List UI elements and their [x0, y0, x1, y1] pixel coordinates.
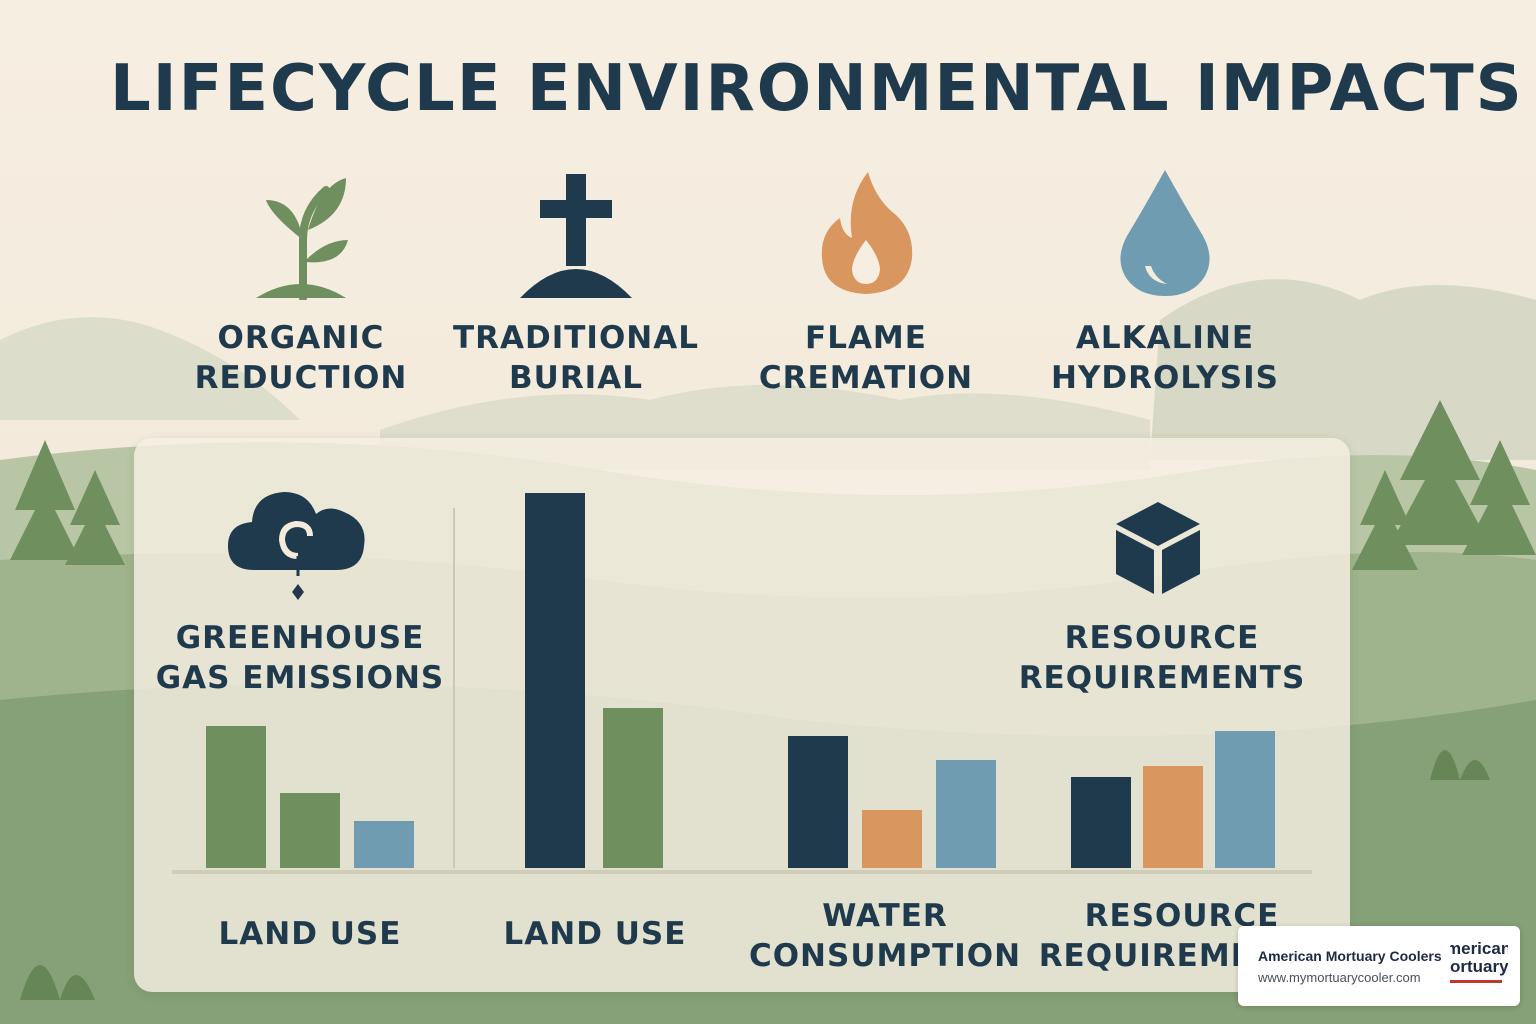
- method-organic-reduction: ORGANIC REDUCTION: [166, 170, 436, 400]
- cloud-emissions-icon: [228, 492, 365, 600]
- logo-line: ortuary: [1450, 957, 1508, 976]
- method-label: TRADITIONAL BURIAL: [441, 318, 711, 398]
- category-label: WATER CONSUMPTION: [735, 896, 1035, 976]
- watermark-badge: American Mortuary Coolers www.mymortuary…: [1238, 926, 1520, 1006]
- method-label-line: FLAME: [805, 320, 927, 356]
- flame-icon: [821, 172, 913, 294]
- method-label: FLAME CREMATION: [731, 318, 1001, 398]
- category-label-line: CONSUMPTION: [748, 938, 1022, 974]
- method-label-line: ALKALINE: [1075, 320, 1255, 356]
- method-traditional-burial: TRADITIONAL BURIAL: [441, 170, 711, 400]
- watermark-url: www.mymortuarycooler.com: [1258, 970, 1421, 985]
- method-label-line: TRADITIONAL: [453, 320, 699, 356]
- greenhouse-label: GREENHOUSE GAS EMISSIONS: [150, 618, 450, 698]
- method-flame-cremation: FLAME CREMATION: [731, 170, 1001, 400]
- method-label-line: CREMATION: [758, 360, 974, 396]
- cube-icon: [1116, 502, 1200, 594]
- greenhouse-label-line: GAS EMISSIONS: [155, 660, 445, 696]
- chart-title: LIFECYCLE ENVIRONMENTAL IMPACTS: [110, 52, 1524, 126]
- category-label-line: LAND USE: [503, 916, 687, 952]
- category-label: LAND USE: [445, 914, 745, 954]
- category-label-line: WATER: [822, 898, 948, 934]
- method-alkaline-hydrolysis: ALKALINE HYDROLYSIS: [1030, 166, 1300, 396]
- method-label-line: REDUCTION: [194, 360, 408, 396]
- watermark-brand: American Mortuary Coolers: [1258, 948, 1442, 964]
- grave-cross-icon: [520, 174, 632, 298]
- category-label-line: LAND USE: [218, 916, 402, 952]
- method-label-line: HYDROLYSIS: [1051, 360, 1279, 396]
- method-label: ORGANIC REDUCTION: [166, 318, 436, 398]
- greenhouse-label-line: GREENHOUSE: [175, 620, 425, 656]
- category-label: LAND USE: [160, 914, 460, 954]
- company-logo: merican ortuary: [1450, 940, 1508, 992]
- resource-label-line: REQUIREMENTS: [1018, 660, 1306, 696]
- sprout-icon: [256, 178, 348, 300]
- method-label-line: BURIAL: [509, 360, 643, 396]
- water-drop-icon: [1120, 170, 1210, 296]
- resource-label: RESOURCE REQUIREMENTS: [1012, 618, 1312, 698]
- method-label: ALKALINE HYDROLYSIS: [1030, 318, 1300, 398]
- resource-label-line: RESOURCE: [1064, 620, 1260, 656]
- logo-line: merican: [1450, 940, 1508, 958]
- method-label-line: ORGANIC: [217, 320, 385, 356]
